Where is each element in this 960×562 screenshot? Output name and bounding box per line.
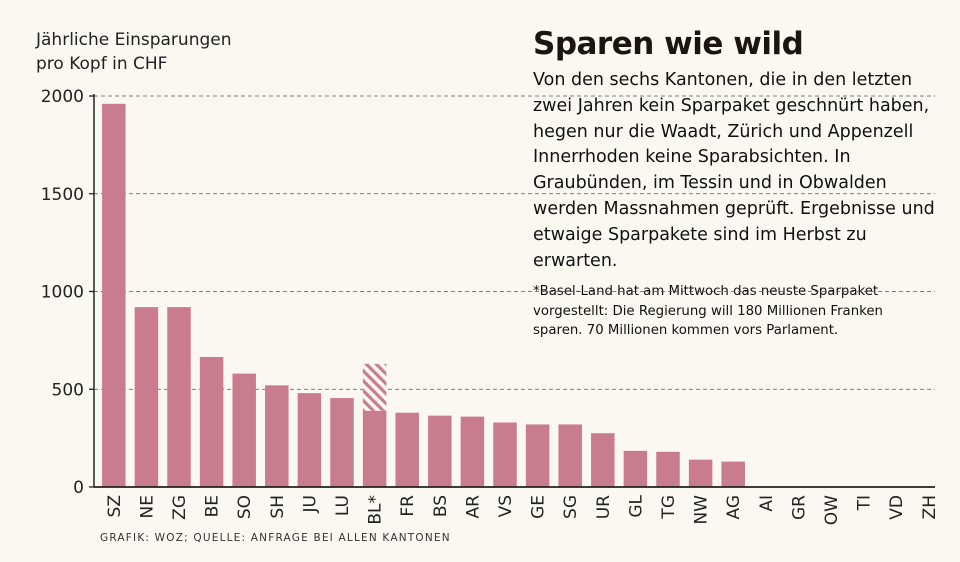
bar-ge	[525, 424, 550, 487]
y-tick-label: 2000	[41, 87, 84, 107]
bar-hatched-extension	[362, 363, 387, 411]
x-tick-label: SG	[561, 495, 581, 519]
gridlines	[94, 95, 935, 390]
x-tick-label: JU	[300, 495, 320, 513]
bar-vs	[493, 422, 517, 487]
x-tick-label: TG	[659, 495, 679, 520]
bar-ne	[134, 307, 159, 487]
x-tick-label: BE	[203, 495, 223, 517]
y-tick-label: 1500	[41, 185, 84, 205]
bar-ju	[297, 393, 322, 487]
y-tick-label: 0	[73, 478, 84, 498]
bar-gl	[623, 450, 648, 487]
bar-lu	[330, 398, 354, 487]
x-tick-label: AG	[724, 495, 744, 520]
x-tick-label: ZH	[920, 495, 940, 519]
x-tick-label: UR	[594, 495, 614, 519]
x-tick-label: BS	[431, 495, 451, 517]
axes: 0 500 1000 1500 2000 SZ NE ZG BE SO SH JU LU BL* FR BS A…	[41, 87, 940, 525]
bar-ar	[460, 416, 485, 487]
x-tick-label: VS	[496, 495, 516, 517]
x-tick-label: FR	[398, 495, 418, 517]
bar-ag	[721, 461, 745, 487]
x-tick-label: LU	[333, 495, 353, 516]
x-tick-label: TI	[855, 495, 875, 511]
bar-ur	[591, 433, 615, 487]
y-tick-label: 1000	[41, 283, 84, 303]
x-tick-label: NE	[137, 495, 157, 518]
bar-sg	[558, 424, 582, 487]
bar-zg	[167, 307, 191, 487]
x-tick-label: GR	[789, 495, 809, 520]
bars	[102, 103, 745, 487]
x-tick-label: GE	[529, 495, 549, 519]
bar-sz	[102, 103, 126, 487]
x-tick-label: VD	[887, 495, 907, 520]
bar-bl	[362, 410, 387, 487]
x-tick-label: AR	[463, 495, 483, 519]
y-tick-label: 500	[52, 380, 84, 400]
bar-tg	[656, 451, 680, 487]
x-tick-label: AI	[757, 495, 777, 512]
bar-sh	[265, 385, 289, 487]
bar-be	[199, 356, 224, 487]
bar-nw	[688, 459, 713, 487]
bar-so	[232, 373, 256, 487]
x-tick-label: BL*	[366, 495, 386, 525]
bar-fr	[395, 412, 419, 487]
source-credit: GRAFIK: WOZ; QUELLE: ANFRAGE BEI ALLEN K…	[100, 532, 451, 544]
x-tick-label: SZ	[105, 495, 125, 517]
x-tick-label: OW	[822, 495, 842, 525]
x-tick-label: SO	[235, 495, 255, 519]
description-text: Von den sechs Kantonen, die in den letzt…	[533, 70, 935, 271]
chart-title: Sparen wie wild	[533, 26, 804, 62]
y-axis-label: Jährliche Einsparungen pro Kopf in CHF	[36, 30, 232, 74]
bar-bs	[428, 415, 452, 487]
x-tick-label: SH	[268, 495, 288, 519]
x-tick-label: ZG	[170, 495, 190, 520]
x-tick-label: NW	[692, 495, 712, 525]
x-tick-label: GL	[626, 494, 646, 517]
